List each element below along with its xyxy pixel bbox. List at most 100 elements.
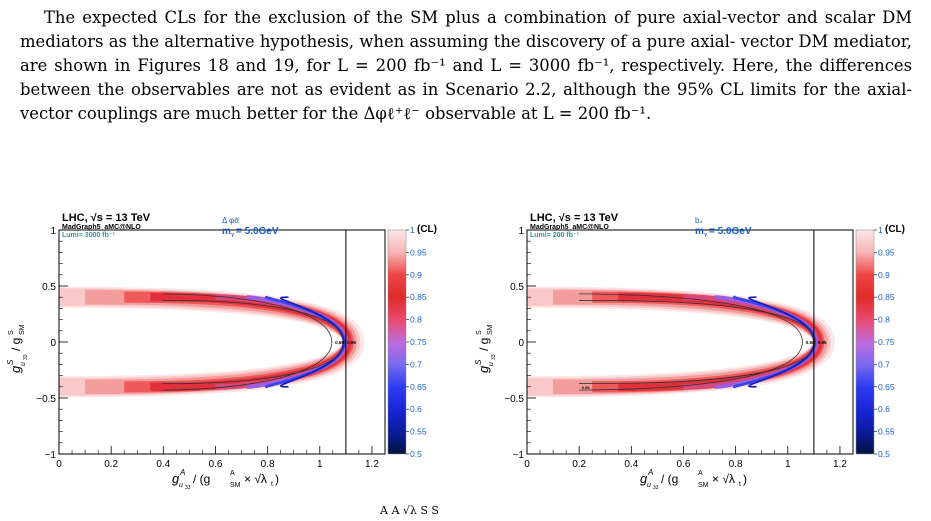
z-tick-label: 0.95 xyxy=(878,247,895,257)
x-tick-label: 0.2 xyxy=(572,459,586,470)
z-tick-label: 0.6 xyxy=(878,404,890,414)
y-tick-label: −1 xyxy=(513,450,525,461)
x-tick-label: 1 xyxy=(317,459,323,470)
para-line-4: respectively. Here, the differences betw… xyxy=(20,56,912,99)
z-tick-label: 0.6 xyxy=(410,404,422,414)
y-axis-sub2: 33 xyxy=(23,354,29,360)
y-tick-label: −1 xyxy=(45,450,57,461)
contour-line xyxy=(163,293,333,391)
y-tick-label: 1 xyxy=(518,226,524,237)
z-tick-label: 0.65 xyxy=(410,382,427,392)
x-tick-label: 0.8 xyxy=(729,459,743,470)
header-generator: MadGraph5_aMC@NLO xyxy=(62,224,141,231)
y-axis-sub-sm: SM xyxy=(19,324,26,335)
x-tick-label: 0.4 xyxy=(624,459,638,470)
x-axis-sup-sm: A xyxy=(230,470,235,477)
x-tick-label: 1 xyxy=(785,459,791,470)
x-tick-label: 1.2 xyxy=(833,459,847,470)
z-tick-label: 0.65 xyxy=(878,382,895,392)
observable-label: Δ φℓℓ xyxy=(222,216,240,225)
mass-value: = 5.0GeV xyxy=(709,226,752,237)
para-line-3: vector DM mediator, are shown in Figures… xyxy=(20,32,912,75)
y-axis-label: gS u33/ gS SM xyxy=(474,324,497,373)
x-axis-label-g: g xyxy=(640,471,648,486)
header-generator: MadGraph5_aMC@NLO xyxy=(530,224,609,231)
y-axis-label: gS u33/ gS SM xyxy=(6,324,29,373)
y-tick-label: −0.5 xyxy=(36,394,56,405)
z-tick-label: 0.55 xyxy=(878,427,895,437)
y-tick-label: 0 xyxy=(518,338,524,349)
contour-line xyxy=(163,300,345,384)
mass-label: m xyxy=(695,226,704,237)
header-lhc: LHC, √s = 13 TeV xyxy=(62,213,151,224)
y-axis-sub2: 33 xyxy=(491,354,497,360)
x-tick-label: 0 xyxy=(524,459,530,470)
y-tick-label: 1 xyxy=(50,226,56,237)
contour-label-68: 0.68 xyxy=(335,340,344,345)
mass-subscript: Y xyxy=(231,233,235,239)
y-axis-sub: u xyxy=(488,362,495,366)
body-paragraph: The expected CLs for the exclusion of th… xyxy=(20,6,912,126)
x-axis-sub: u xyxy=(179,482,183,489)
observable-label: b₄ xyxy=(695,216,703,225)
color-bar xyxy=(388,230,406,454)
color-bar xyxy=(856,230,874,454)
cl-heatmap-chart: 0.68 0.950.950 0.2 0.4 0.6 0.8 1 1.2−1−0.500.51… xyxy=(474,213,905,491)
x-tick-label: 1.2 xyxy=(365,459,379,470)
contour-label-68: 0.68 xyxy=(806,340,815,345)
x-tick-label: 0.8 xyxy=(261,459,275,470)
x-axis-times: × √λ xyxy=(244,472,267,486)
x-axis-close: ) xyxy=(275,472,279,486)
x-tick-label: 0.2 xyxy=(104,459,118,470)
y-axis-sup2: S xyxy=(476,330,483,335)
colorbar-title: (CL) xyxy=(885,224,905,235)
figure-left: 0.68 0.95 0 0.2 0.4 0.6 0.8 1 1.2 −1 −0.5 0 0.5 1 1 0.9… xyxy=(2,213,447,503)
x-tick-label: 0.6 xyxy=(209,459,223,470)
mass-label: m xyxy=(222,226,231,237)
x-axis-sub-sm: SM xyxy=(230,482,241,489)
contour-label-95: 0.95 xyxy=(818,340,827,345)
y-tick-label: 0.5 xyxy=(510,282,524,293)
z-tick-label: 0.75 xyxy=(410,337,427,347)
z-tick-label: 0.7 xyxy=(878,359,890,369)
y-axis-rest: / g xyxy=(477,338,491,351)
x-axis-times: × √λ xyxy=(712,472,735,486)
y-axis-sub: u xyxy=(20,362,27,366)
z-tick-label: 0.75 xyxy=(878,337,895,347)
x-axis-sub-t: t xyxy=(739,481,741,488)
para-line-2: scalar DM mediators as the alternative h… xyxy=(20,8,912,51)
header-lumi: Lumi= 3000 fb⁻¹ xyxy=(62,232,116,239)
heat-band-layer xyxy=(280,296,345,388)
z-tick-label: 0.95 xyxy=(410,247,427,257)
colorbar-title: (CL) xyxy=(417,224,437,235)
mass-subscript: Y xyxy=(704,233,708,239)
x-axis-sub-t: t xyxy=(271,481,273,488)
z-tick-label: 1 xyxy=(410,225,415,235)
x-axis-label-g: g xyxy=(172,471,180,486)
x-axis-sup: A xyxy=(647,468,653,477)
x-axis-close: ) xyxy=(743,472,747,486)
y-axis-rest: / g xyxy=(9,338,23,351)
x-tick-label: 0.4 xyxy=(156,459,170,470)
z-tick-label: 0.55 xyxy=(410,427,427,437)
y-axis-label-g: g xyxy=(8,365,23,373)
plot-frame xyxy=(526,229,854,455)
para-line-5: although the 95% CL limits for the axial… xyxy=(20,80,912,123)
cl-heatmap-chart: 0.68 0.950 0.2 0.4 0.6 0.8 1 1.2−1−0.500.51 10.9… xyxy=(6,213,437,491)
z-tick-label: 0.9 xyxy=(410,270,422,280)
contour-label-95: 0.95 xyxy=(347,340,356,345)
para-line-1: The expected CLs for the exclusion of th… xyxy=(44,8,818,27)
contour-label-95-arm: 0.95 xyxy=(582,385,591,390)
x-axis-sub2: 33 xyxy=(185,485,191,491)
header-lumi: Lumi= 200 fb⁻¹ xyxy=(530,232,580,239)
contour-line xyxy=(579,293,803,391)
y-tick-label: 0 xyxy=(50,338,56,349)
y-tick-label: 0.5 xyxy=(42,282,56,293)
z-tick-label: 0.7 xyxy=(410,359,422,369)
contour-line xyxy=(579,300,816,384)
y-axis-sup2: S xyxy=(8,330,15,335)
z-tick-label: 0.9 xyxy=(878,270,890,280)
mass-value: = 5.0GeV xyxy=(236,226,279,237)
x-axis-label-rest: / (g xyxy=(193,472,210,486)
y-tick-label: −0.5 xyxy=(504,394,524,405)
